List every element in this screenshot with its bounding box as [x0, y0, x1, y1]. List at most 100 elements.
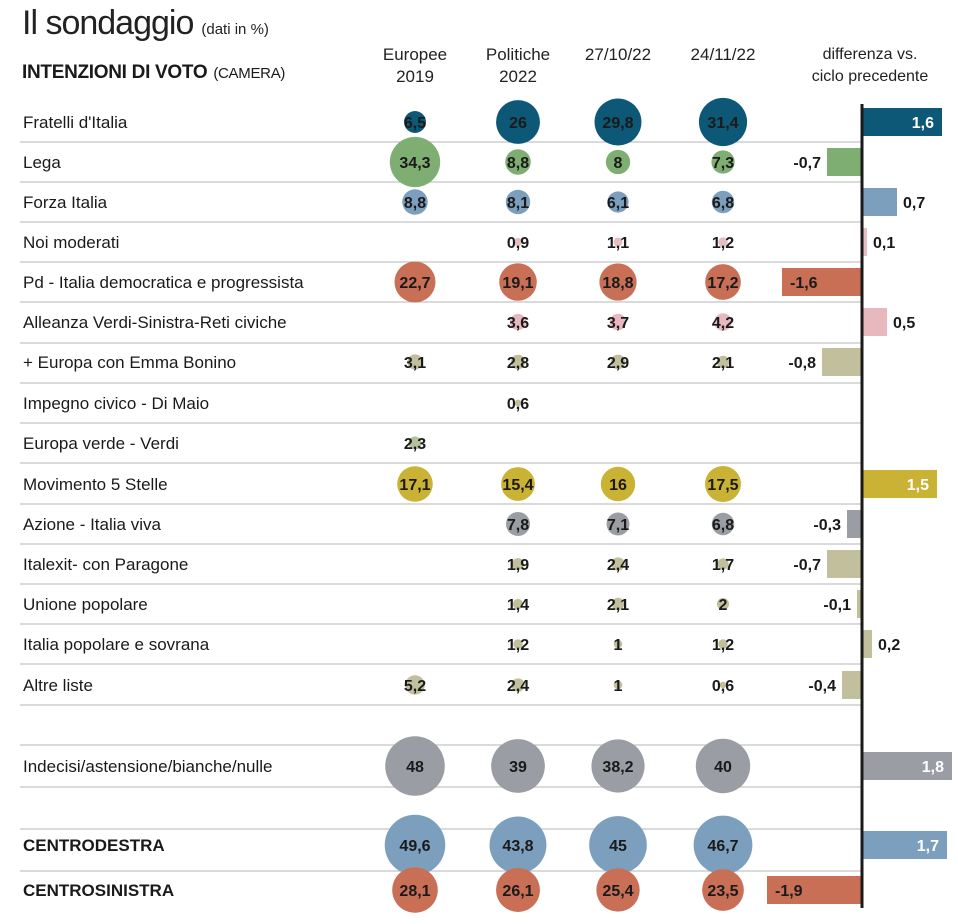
bubble-centrodestra-1: [384, 814, 446, 876]
value-label-alleanza-verdi-sinistra-reti-civiche-4: 4,2: [712, 315, 734, 332]
diff-bar-indecisi-astensione-bianche-nulle: [862, 752, 952, 780]
value-label-lega-1: 34,3: [399, 155, 430, 172]
bubble-movimento-5-stelle-4: [705, 466, 741, 502]
value-label-azione-italia-viva-3: 7,1: [607, 517, 629, 534]
bubble-forza-italia-3: [607, 191, 629, 213]
subtitle-text: INTENZIONI DI VOTO: [22, 62, 208, 83]
row-label-indecisi-astensione-bianche-nulle: Indecisi/astensione/bianche/nulle: [23, 757, 273, 776]
chart-title: Il sondaggio (dati in %): [22, 4, 269, 43]
value-label-alleanza-verdi-sinistra-reti-civiche-2: 3,6: [507, 315, 529, 332]
column-header-line: 27/10/22: [584, 45, 652, 64]
row-label-centrosinistra: CENTROSINISTRA: [23, 881, 174, 900]
bubble-indecisi-astensione-bianche-nulle-3: [591, 739, 645, 793]
value-label-centrodestra-3: 45: [609, 838, 627, 855]
bubble-italexit-con-paragone-4: [717, 558, 729, 570]
value-label-pd-italia-democratica-e-progressista-3: 18,8: [602, 275, 633, 292]
row-label-fratelli-d-italia: Fratelli d'Italia: [23, 113, 128, 132]
subtitle-note: (CAMERA): [213, 65, 286, 82]
diff-label-indecisi-astensione-bianche-nulle: 1,8: [922, 759, 944, 776]
bubble-alleanza-verdi-sinistra-reti-civiche-2: [509, 313, 527, 331]
diff-label-lega: -0,7: [793, 155, 821, 172]
bubble-alleanza-verdi-sinistra-reti-civiche-4: [714, 313, 732, 331]
bubble-indecisi-astensione-bianche-nulle-1: [385, 736, 445, 796]
bubble-fratelli-d-italia-3: [594, 98, 642, 146]
diff-bar-unione-popolare: [857, 590, 862, 618]
bubble-pd-italia-democratica-e-progressista-2: [499, 263, 537, 301]
diff-label-unione-popolare: -0,1: [823, 597, 851, 614]
bubble-altre-liste-2: [511, 678, 525, 692]
bubble-europa-con-emma-bonino-3: [610, 354, 626, 370]
column-header-27-10-22: 27/10/22: [558, 44, 678, 66]
bubble-forza-italia-1: [402, 189, 428, 215]
bubble-unione-popolare-2: [512, 598, 524, 610]
row-label-movimento-5-stelle: Movimento 5 Stelle: [23, 475, 168, 494]
bubble-fratelli-d-italia-2: [496, 100, 540, 144]
row-label-altre-liste: Altre liste: [23, 676, 93, 695]
diff-bar-italexit-con-paragone: [827, 550, 862, 578]
bubble-altre-liste-4: [719, 681, 727, 689]
column-header-europee-2019: Europee 2019: [355, 44, 475, 88]
value-label-centrodestra-4: 46,7: [707, 838, 738, 855]
value-label-europa-verde-verdi-1: 2,3: [404, 436, 426, 453]
value-label-altre-liste-4: 0,6: [712, 678, 734, 695]
value-label-italia-popolare-e-sovrana-4: 1,2: [712, 637, 734, 654]
diff-bar-alleanza-verdi-sinistra-reti-civiche: [862, 308, 887, 336]
value-label-forza-italia-3: 6,1: [607, 195, 629, 212]
value-label-impegno-civico-di-maio-2: 0,6: [507, 396, 529, 413]
diff-bar-azione-italia-viva: [847, 510, 862, 538]
row-label-alleanza-verdi-sinistra-reti-civiche: Alleanza Verdi-Sinistra-Reti civiche: [23, 313, 287, 332]
value-label-unione-popolare-4: 2: [719, 597, 728, 614]
value-label-centrosinistra-1: 28,1: [399, 883, 430, 900]
bubble-azione-italia-viva-2: [505, 511, 531, 537]
value-label-lega-3: 8: [614, 155, 623, 172]
bubble-pd-italia-democratica-e-progressista-4: [705, 264, 741, 300]
value-label-altre-liste-1: 5,2: [404, 678, 426, 695]
value-label-indecisi-astensione-bianche-nulle-1: 48: [406, 759, 424, 776]
bubble-movimento-5-stelle-2: [501, 467, 535, 501]
value-label-italexit-con-paragone-4: 1,7: [712, 557, 734, 574]
row-label-pd-italia-democratica-e-progressista: Pd - Italia democratica e progressista: [23, 273, 304, 292]
diff-label-centrosinistra: -1,9: [775, 883, 803, 900]
diff-label-forza-italia: 0,7: [903, 195, 925, 212]
value-label-noi-moderati-4: 1,2: [712, 235, 734, 252]
column-header-24-11-22: 24/11/22: [663, 44, 783, 66]
diff-header-line: ciclo precedente: [811, 68, 929, 85]
value-label-europa-con-emma-bonino-1: 3,1: [404, 355, 426, 372]
value-label-centrosinistra-3: 25,4: [602, 883, 633, 900]
value-label-fratelli-d-italia-4: 31,4: [707, 115, 738, 132]
value-label-indecisi-astensione-bianche-nulle-2: 39: [509, 759, 527, 776]
row-label-europa-verde-verdi: Europa verde - Verdi: [23, 434, 179, 453]
bubble-pd-italia-democratica-e-progressista-1: [394, 261, 436, 303]
value-label-fratelli-d-italia-1: 6,5: [404, 115, 426, 132]
bubble-italia-popolare-e-sovrana-4: [718, 639, 728, 649]
value-label-forza-italia-2: 8,1: [507, 195, 529, 212]
diff-label-pd-italia-democratica-e-progressista: -1,6: [790, 275, 818, 292]
diff-label-fratelli-d-italia: 1,6: [912, 115, 934, 132]
diff-label-movimento-5-stelle: 1,5: [907, 477, 929, 494]
row-label-italexit-con-paragone: Italexit- con Paragone: [23, 555, 188, 574]
value-label-forza-italia-4: 6,8: [712, 195, 734, 212]
bubble-noi-moderati-3: [613, 237, 623, 247]
bubble-centrodestra-3: [589, 816, 647, 874]
row-label-noi-moderati: Noi moderati: [23, 233, 119, 252]
bubble-forza-italia-2: [505, 189, 531, 215]
diff-bar-altre-liste: [842, 671, 862, 699]
bubble-europa-con-emma-bonino-4: [716, 355, 730, 369]
bubble-italia-popolare-e-sovrana-3: [613, 639, 623, 649]
bubble-noi-moderati-4: [718, 237, 728, 247]
diff-bar-lega: [827, 148, 862, 176]
value-label-italia-popolare-e-sovrana-3: 1: [614, 637, 623, 654]
bubble-alleanza-verdi-sinistra-reti-civiche-3: [609, 313, 627, 331]
value-label-noi-moderati-3: 1,1: [607, 235, 629, 252]
bubble-lega-3: [605, 149, 631, 175]
value-label-pd-italia-democratica-e-progressista-4: 17,2: [707, 275, 738, 292]
value-label-azione-italia-viva-2: 7,8: [507, 517, 529, 534]
bubble-centrosinistra-1: [392, 867, 438, 913]
bubble-centrosinistra-3: [596, 868, 640, 912]
bubble-azione-italia-viva-3: [606, 512, 630, 536]
row-label-impegno-civico-di-maio: Impegno civico - Di Maio: [23, 394, 209, 413]
value-label-indecisi-astensione-bianche-nulle-3: 38,2: [602, 759, 633, 776]
column-header-politiche-2022: Politiche 2022: [458, 44, 578, 88]
